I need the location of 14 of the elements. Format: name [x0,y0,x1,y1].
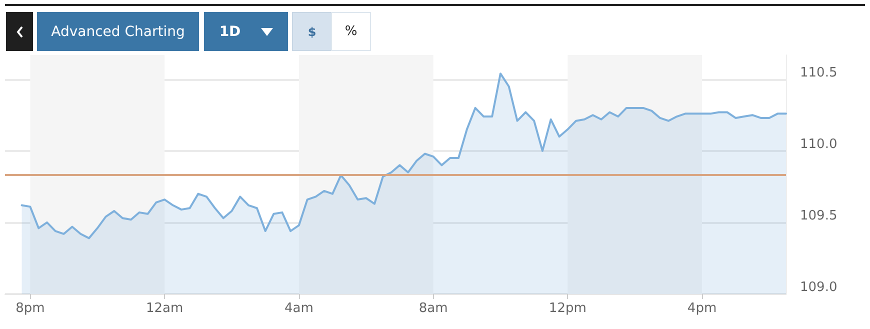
x-tick-label: 12pm [548,301,586,316]
y-tick-label: 110.5 [800,65,838,80]
x-tick-label: 8am [418,301,448,316]
x-tick-label: 4am [284,301,314,316]
y-tick-label: 109.0 [800,280,838,295]
x-tick-label: 12am [146,301,184,316]
x-tick-label: 8pm [16,301,45,316]
y-tick-label: 110.0 [800,136,838,152]
x-tick-label: 4pm [687,301,717,316]
text: Advanced Charting [37,12,199,51]
text: 1D [219,24,241,40]
text: $ [292,12,332,51]
y-tick-label: 109.5 [800,208,838,224]
text: % [331,12,371,51]
